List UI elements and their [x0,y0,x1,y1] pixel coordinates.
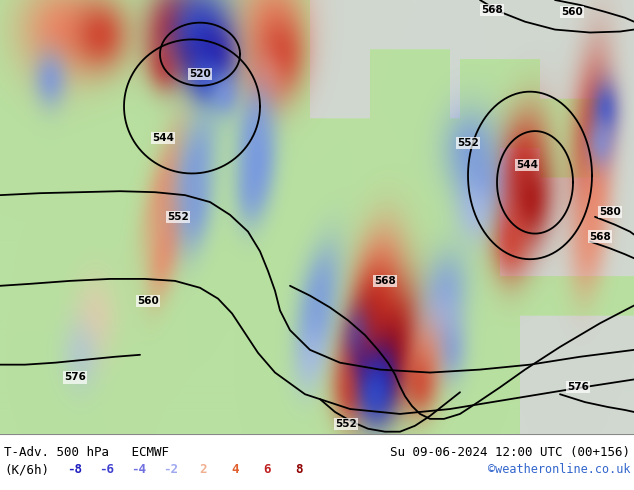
Text: 568: 568 [481,5,503,15]
Text: 552: 552 [335,419,357,429]
Text: 552: 552 [167,212,189,222]
Text: -2: -2 [164,464,179,476]
Text: -4: -4 [131,464,146,476]
Text: (K/6h): (K/6h) [4,464,49,476]
Text: 4: 4 [231,464,239,476]
Text: 568: 568 [374,276,396,286]
Text: 2: 2 [199,464,207,476]
Text: ©weatheronline.co.uk: ©weatheronline.co.uk [488,464,630,476]
Text: 560: 560 [561,7,583,17]
Text: -8: -8 [67,464,82,476]
Text: Su 09-06-2024 12:00 UTC (00+156): Su 09-06-2024 12:00 UTC (00+156) [390,446,630,459]
Text: 568: 568 [589,232,611,242]
Text: 576: 576 [567,382,589,392]
Text: 552: 552 [457,138,479,148]
Text: 560: 560 [137,295,159,306]
Text: T-Adv. 500 hPa   ECMWF: T-Adv. 500 hPa ECMWF [4,446,169,459]
Text: 8: 8 [295,464,303,476]
Text: 520: 520 [189,69,211,79]
Text: 580: 580 [599,207,621,217]
Text: 544: 544 [152,133,174,143]
Text: 544: 544 [516,160,538,170]
Text: 6: 6 [263,464,271,476]
Text: 576: 576 [64,372,86,383]
Text: -6: -6 [100,464,115,476]
